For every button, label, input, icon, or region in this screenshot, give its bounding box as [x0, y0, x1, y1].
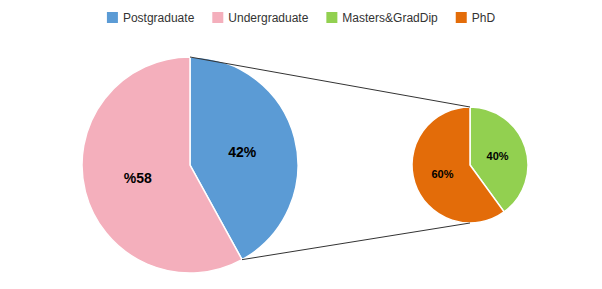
- legend-label: Postgraduate: [123, 11, 195, 25]
- slice: [412, 107, 504, 223]
- data-label: 60%: [431, 168, 453, 180]
- connectors: [190, 57, 470, 260]
- legend: Postgraduate Undergraduate Masters&GradDip…: [107, 11, 496, 25]
- chart: Postgraduate Undergraduate Masters&GradDip…: [0, 0, 602, 289]
- legend-swatch: [326, 12, 337, 23]
- data-label: 40%: [487, 150, 509, 162]
- connector-line: [190, 57, 470, 107]
- legend-swatch: [456, 12, 467, 23]
- data-label: %58: [124, 170, 152, 186]
- legend-item: Masters&GradDip: [326, 11, 438, 25]
- pie: 42% %58: [82, 57, 298, 273]
- slices: [82, 57, 298, 273]
- legend-label: Undergraduate: [228, 11, 308, 25]
- connector-line: [242, 223, 470, 260]
- data-label: 42%: [228, 144, 257, 160]
- pie: 40% 60%: [412, 107, 528, 223]
- legend-item: Undergraduate: [212, 11, 308, 25]
- legend-item: Postgraduate: [107, 11, 195, 25]
- legend-label: PhD: [472, 11, 496, 25]
- legend-item: PhD: [456, 11, 496, 25]
- data-labels: 40% 60%: [431, 150, 508, 180]
- data-labels: 42% %58: [124, 144, 257, 187]
- legend-swatch: [212, 12, 223, 23]
- legend-label: Masters&GradDip: [342, 11, 438, 25]
- slice: [82, 57, 242, 273]
- slices: [412, 107, 528, 223]
- legend-swatch: [107, 12, 118, 23]
